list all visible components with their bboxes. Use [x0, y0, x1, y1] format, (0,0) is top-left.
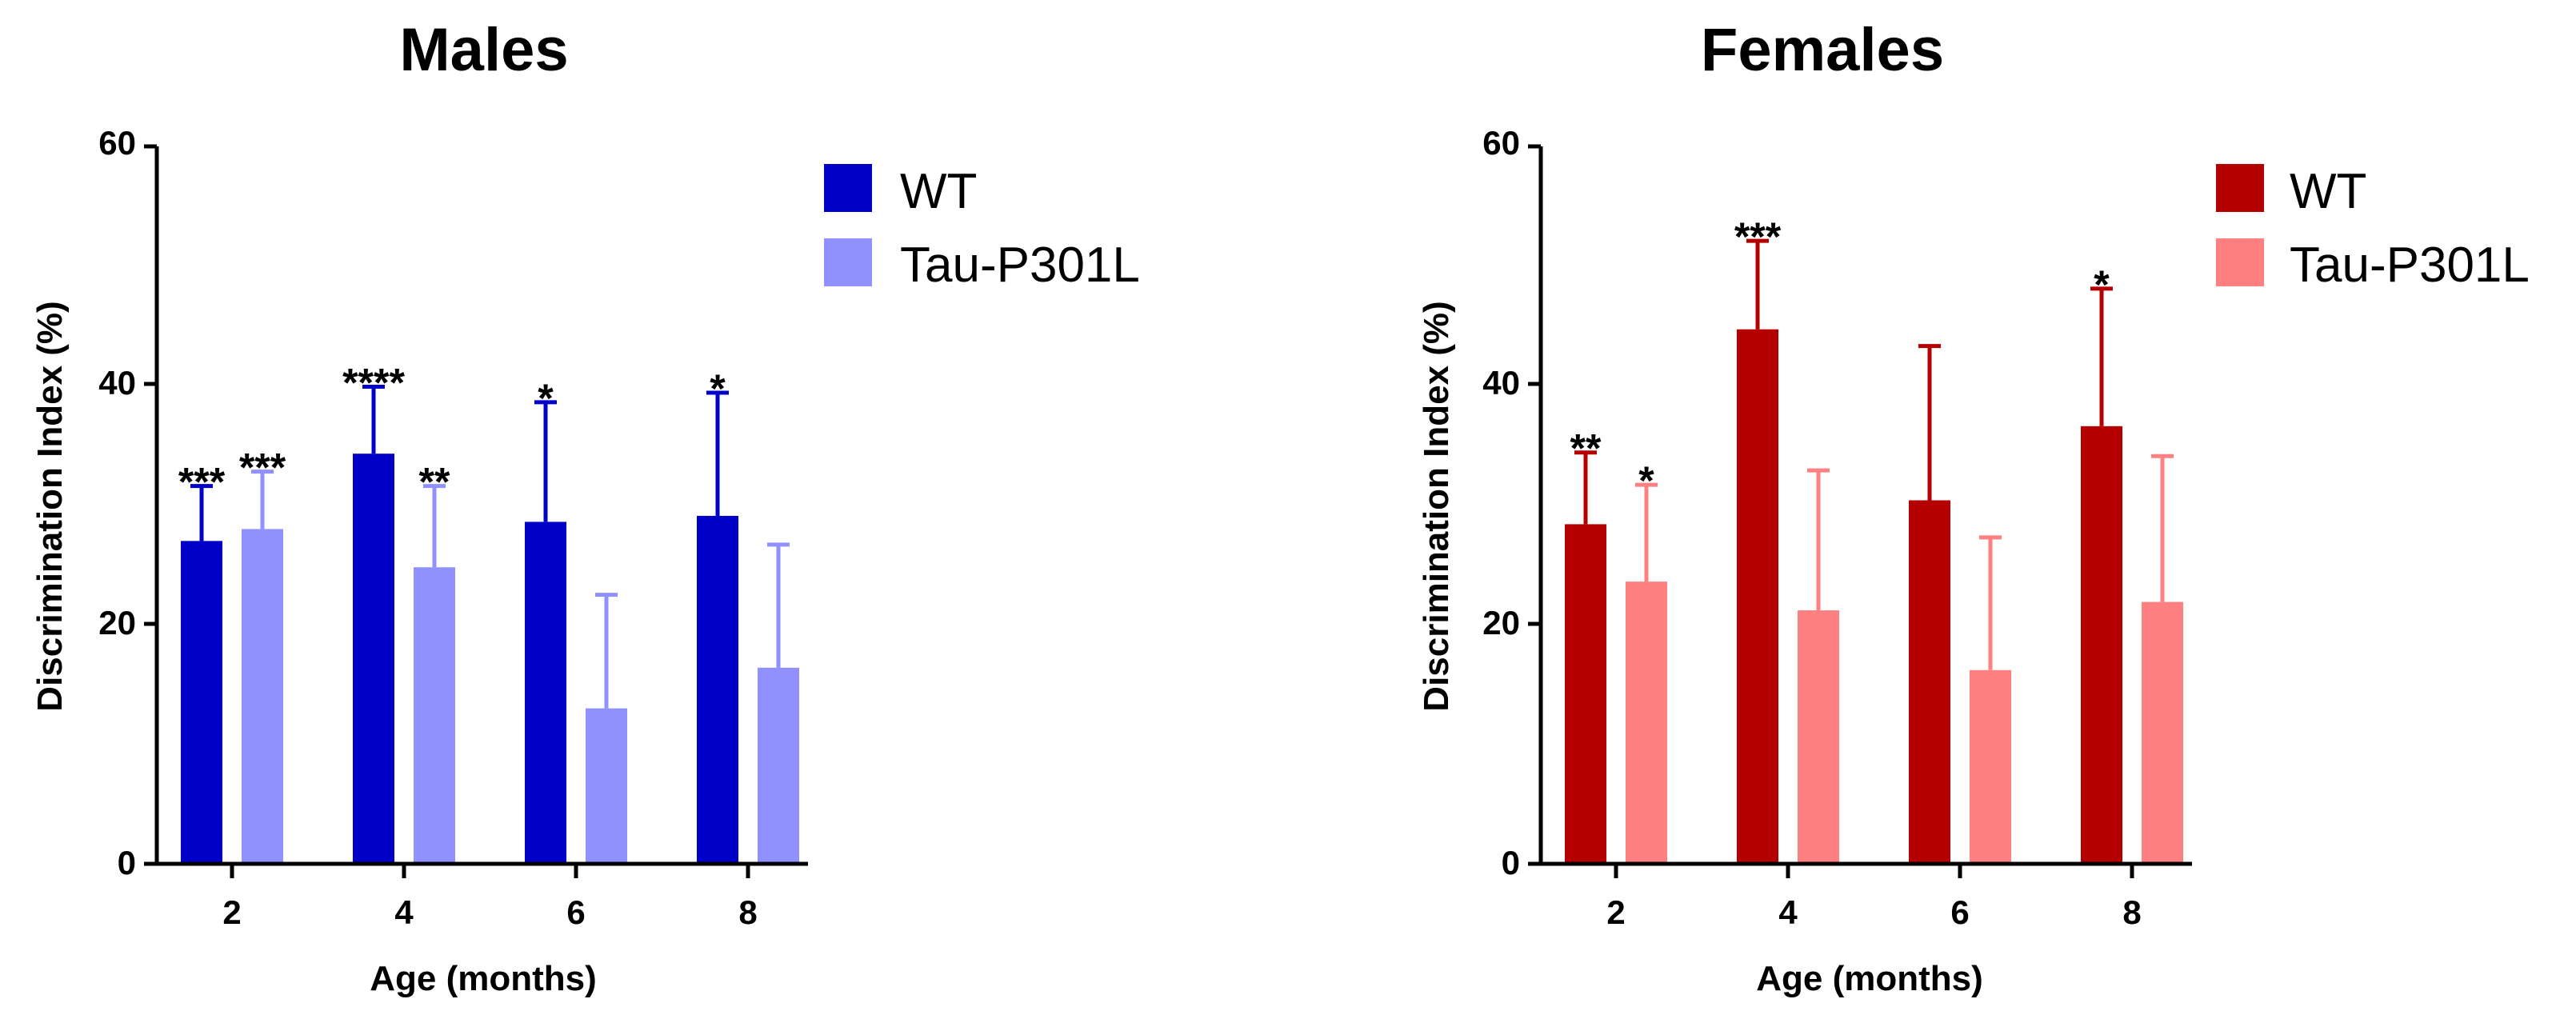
- bar-wt: [181, 541, 222, 864]
- legend-label-wt: WT: [900, 164, 977, 219]
- bar-tau: [586, 708, 627, 864]
- bar-tau: [414, 567, 455, 864]
- chart-title: Males: [399, 16, 568, 84]
- bar-tau: [1798, 610, 1839, 864]
- significance-labels: ******* * **** **: [178, 360, 726, 504]
- significance-label: ***: [178, 460, 226, 505]
- bar-wt: [697, 515, 738, 864]
- x-tick-labels: 2 4 6 8: [222, 893, 757, 931]
- y-tick-labels: 0 20 40 60: [98, 124, 136, 881]
- x-tick-labels: 2 4 6 8: [1606, 893, 2141, 931]
- chart-males: Males Discrimination Index (%) Age (mont…: [30, 16, 1140, 998]
- significance-label: ***: [1734, 214, 1782, 259]
- y-tick-label: 40: [1482, 364, 1520, 402]
- bar-tau: [2142, 601, 2183, 864]
- significance-labels: *******: [1570, 214, 2110, 503]
- x-tick-label: 4: [1778, 893, 1798, 931]
- bar-tau: [242, 529, 283, 864]
- y-axis-label: Discrimination Index (%): [1417, 301, 1456, 711]
- chart-females: Females Discrimination Index (%) Age (mo…: [1417, 16, 2530, 998]
- legend-swatch-wt: [824, 164, 872, 212]
- significance-label: *: [710, 366, 726, 411]
- y-tick-label: 0: [1502, 844, 1520, 881]
- y-axis-label: Discrimination Index (%): [30, 301, 70, 711]
- significance-label: *: [2094, 262, 2110, 307]
- x-axis-label: Age (months): [1756, 959, 1983, 998]
- chart-title: Females: [1701, 16, 1944, 84]
- significance-label: ***: [239, 446, 286, 490]
- x-axis-label: Age (months): [370, 959, 597, 998]
- legend-label-wt: WT: [2290, 164, 2366, 219]
- significance-label: *: [1638, 458, 1654, 503]
- y-tick-label: 60: [98, 124, 136, 162]
- axes: [1528, 144, 2192, 878]
- bar-wt: [1909, 500, 1950, 864]
- legend-label-tau: Tau-P301L: [900, 238, 1140, 293]
- x-tick-label: 8: [738, 893, 757, 931]
- significance-label: **: [419, 460, 450, 505]
- bar-wt: [353, 454, 394, 864]
- bars: [181, 384, 799, 864]
- legend-swatch-tau: [824, 238, 872, 286]
- y-tick-label: 20: [1482, 604, 1520, 641]
- legend-swatch-tau: [2216, 238, 2264, 286]
- legend-swatch-wt: [2216, 164, 2264, 212]
- significance-label: ****: [342, 360, 405, 405]
- x-tick-label: 6: [566, 893, 585, 931]
- legend-label-tau: Tau-P301L: [2290, 238, 2530, 293]
- x-tick-label: 8: [2122, 893, 2141, 931]
- axes: [144, 144, 808, 878]
- significance-label: *: [538, 376, 554, 421]
- legend: WT Tau-P301L: [2216, 164, 2530, 293]
- y-tick-labels: 0 20 40 60: [1482, 124, 1520, 881]
- x-tick-label: 4: [394, 893, 414, 931]
- significance-label: **: [1570, 426, 1602, 471]
- y-tick-label: 60: [1482, 124, 1520, 162]
- y-tick-label: 0: [118, 844, 136, 881]
- y-tick-label: 20: [98, 604, 136, 641]
- x-tick-label: 2: [1606, 893, 1625, 931]
- bar-tau: [1626, 581, 1667, 864]
- bar-wt: [1565, 524, 1606, 864]
- bar-wt: [525, 521, 566, 864]
- bar-tau: [758, 667, 799, 864]
- bar-wt: [2081, 426, 2122, 864]
- x-tick-label: 2: [222, 893, 241, 931]
- legend: WT Tau-P301L: [824, 164, 1140, 293]
- y-tick-label: 40: [98, 364, 136, 402]
- bars: [1565, 238, 2183, 864]
- bar-wt: [1737, 329, 1778, 864]
- bar-tau: [1970, 669, 2011, 864]
- x-tick-label: 6: [1950, 893, 1969, 931]
